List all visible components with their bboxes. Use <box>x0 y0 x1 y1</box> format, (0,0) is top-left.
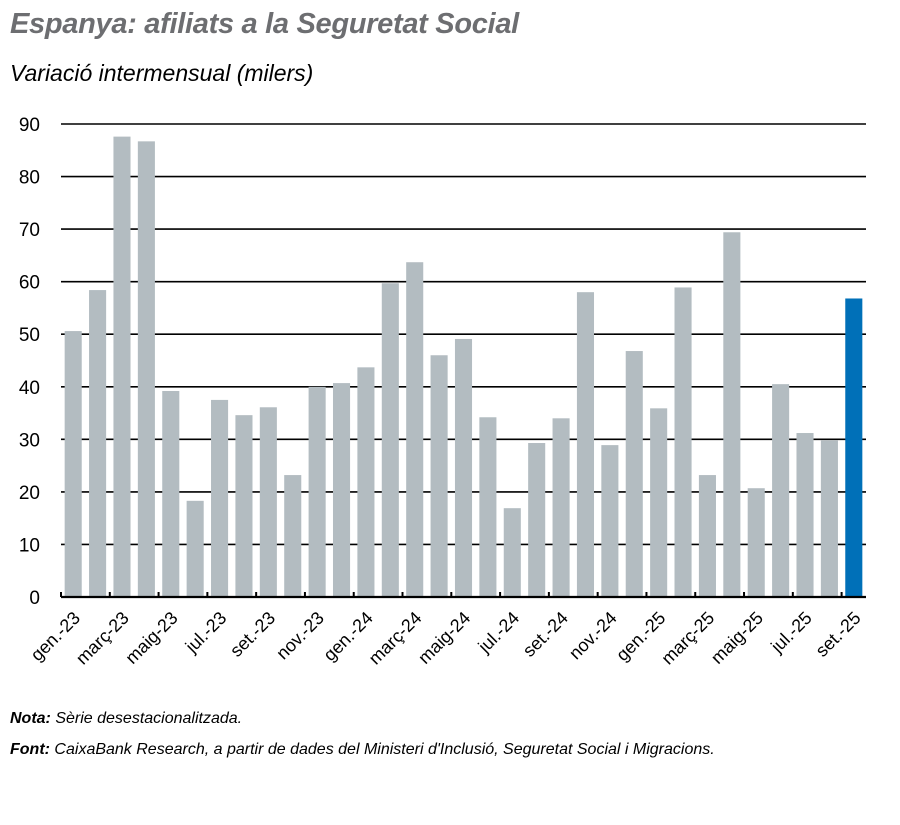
bar <box>552 418 570 597</box>
x-tick-label: set.-24 <box>519 608 572 661</box>
bar <box>454 338 473 597</box>
bar <box>698 475 716 597</box>
note-label: Nota: <box>10 710 51 727</box>
bar <box>430 355 448 597</box>
bar <box>137 141 155 598</box>
x-tick-label: jul.-25 <box>766 608 816 658</box>
bar-highlight <box>845 298 863 597</box>
bar <box>528 443 546 597</box>
bar <box>796 433 814 597</box>
bar <box>601 445 619 597</box>
y-tick-label: 30 <box>19 430 40 451</box>
x-tick-label: nov.-23 <box>272 608 328 664</box>
x-tick-label: maig-23 <box>121 608 181 668</box>
x-tick-label: jul.-24 <box>474 608 524 658</box>
x-tick-label: maig-25 <box>707 608 767 668</box>
bar <box>723 232 741 597</box>
y-tick-label: 90 <box>19 115 40 136</box>
bar <box>113 136 131 597</box>
x-tick-label: maig-24 <box>414 608 474 668</box>
bar <box>576 292 595 597</box>
source-label: Font: <box>10 741 50 758</box>
bar <box>625 351 643 597</box>
bar <box>650 408 668 597</box>
y-tick-label: 70 <box>19 220 40 241</box>
bar <box>89 290 107 597</box>
x-tick-label: nov.-24 <box>565 608 621 664</box>
x-tick-label: març-24 <box>365 608 426 669</box>
bar <box>162 390 180 597</box>
y-tick-label: 0 <box>29 588 40 609</box>
bar <box>381 283 399 597</box>
x-tick-label: març-25 <box>657 608 718 669</box>
bar <box>674 287 692 597</box>
x-tick-label: set.-23 <box>226 608 279 661</box>
footnote-source: Font: CaixaBank Research, a partir de da… <box>10 741 715 759</box>
bar <box>747 488 765 597</box>
y-tick-label: 50 <box>19 325 40 346</box>
bar <box>64 331 82 597</box>
y-tick-label: 60 <box>19 273 40 294</box>
bar-chart: 0102030405060708090gen.-23març-23maig-23… <box>19 115 866 669</box>
x-tick-label: març-23 <box>72 608 133 669</box>
x-tick-label: set.-25 <box>812 608 865 661</box>
bar <box>284 475 302 597</box>
y-tick-label: 80 <box>19 168 40 189</box>
y-tick-label: 10 <box>19 535 40 556</box>
bar <box>259 407 277 597</box>
bar <box>308 386 326 597</box>
bar <box>235 415 253 597</box>
bar <box>357 367 375 597</box>
bar <box>211 399 229 597</box>
bar <box>479 417 497 597</box>
chart-title: Espanya: afiliats a la Seguretat Social <box>10 8 519 40</box>
bar <box>503 508 521 597</box>
chart-subtitle: Variació intermensual (milers) <box>10 60 314 86</box>
y-tick-label: 40 <box>19 378 40 399</box>
bar <box>186 500 204 597</box>
y-tick-label: 20 <box>19 483 40 504</box>
bar <box>332 383 351 597</box>
x-tick-label: jul.-23 <box>181 608 231 658</box>
bar <box>820 440 838 597</box>
footnote-note: Nota: Sèrie desestacionalitzada. <box>10 710 242 728</box>
bar <box>406 262 424 597</box>
source-text: CaixaBank Research, a partir de dades de… <box>49 741 715 758</box>
note-text: Sèrie desestacionalitzada. <box>50 710 243 727</box>
bar <box>772 384 790 597</box>
